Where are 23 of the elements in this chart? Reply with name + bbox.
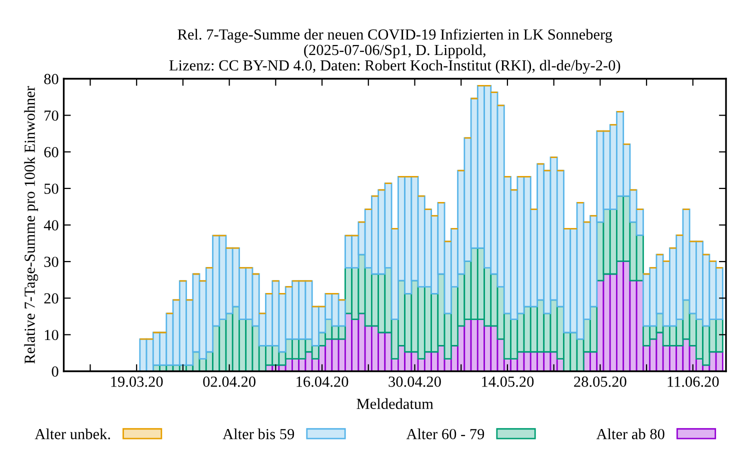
x-tick-label: 19.03.20 <box>111 376 163 387</box>
y-tick-label: 0 <box>52 366 58 377</box>
y-tick-label: 20 <box>44 293 58 304</box>
y-tick-label: 30 <box>44 256 58 268</box>
x-tick-label: 14.05.20 <box>482 376 534 387</box>
y-tick-label: 50 <box>44 184 58 194</box>
y-tick-label: 40 <box>44 220 58 230</box>
legend-label: Alter unbek. <box>34 428 110 440</box>
y-tick-label: 10 <box>44 330 58 340</box>
y-tick-label: 70 <box>44 110 58 121</box>
y-tick-label: 60 <box>44 147 58 158</box>
legend-label: Alter 60 - 79 <box>406 428 484 440</box>
legend-label: Alter ab 80 <box>596 428 664 440</box>
chart-title: Rel. 7-Tage-Summe der neuen COVID-19 Infizierten in LK Sonneberg (2025-07-06/Sp1, D. Lippold, Lizenz: CC BY-ND 4.0, Daten: Robert Koch-Institut (RKI), dl-de/by-2-0) <box>169 28 620 74</box>
x-tick-label: 30.04.20 <box>388 376 441 387</box>
x-tick-label: 28.05.20 <box>574 376 626 387</box>
x-tick-label: 11.06.20 <box>668 376 719 387</box>
legend-label: Alter bis 59 <box>222 428 294 440</box>
y-axis-title: Relative 7-Tage-Summe pro 100k Einwohner <box>24 86 38 364</box>
x-axis-title: Meldedatum <box>356 398 434 410</box>
y-tick-label: 80 <box>44 74 58 84</box>
x-tick-label: 02.04.20 <box>203 376 256 387</box>
x-tick-label: 16.04.20 <box>296 376 348 387</box>
